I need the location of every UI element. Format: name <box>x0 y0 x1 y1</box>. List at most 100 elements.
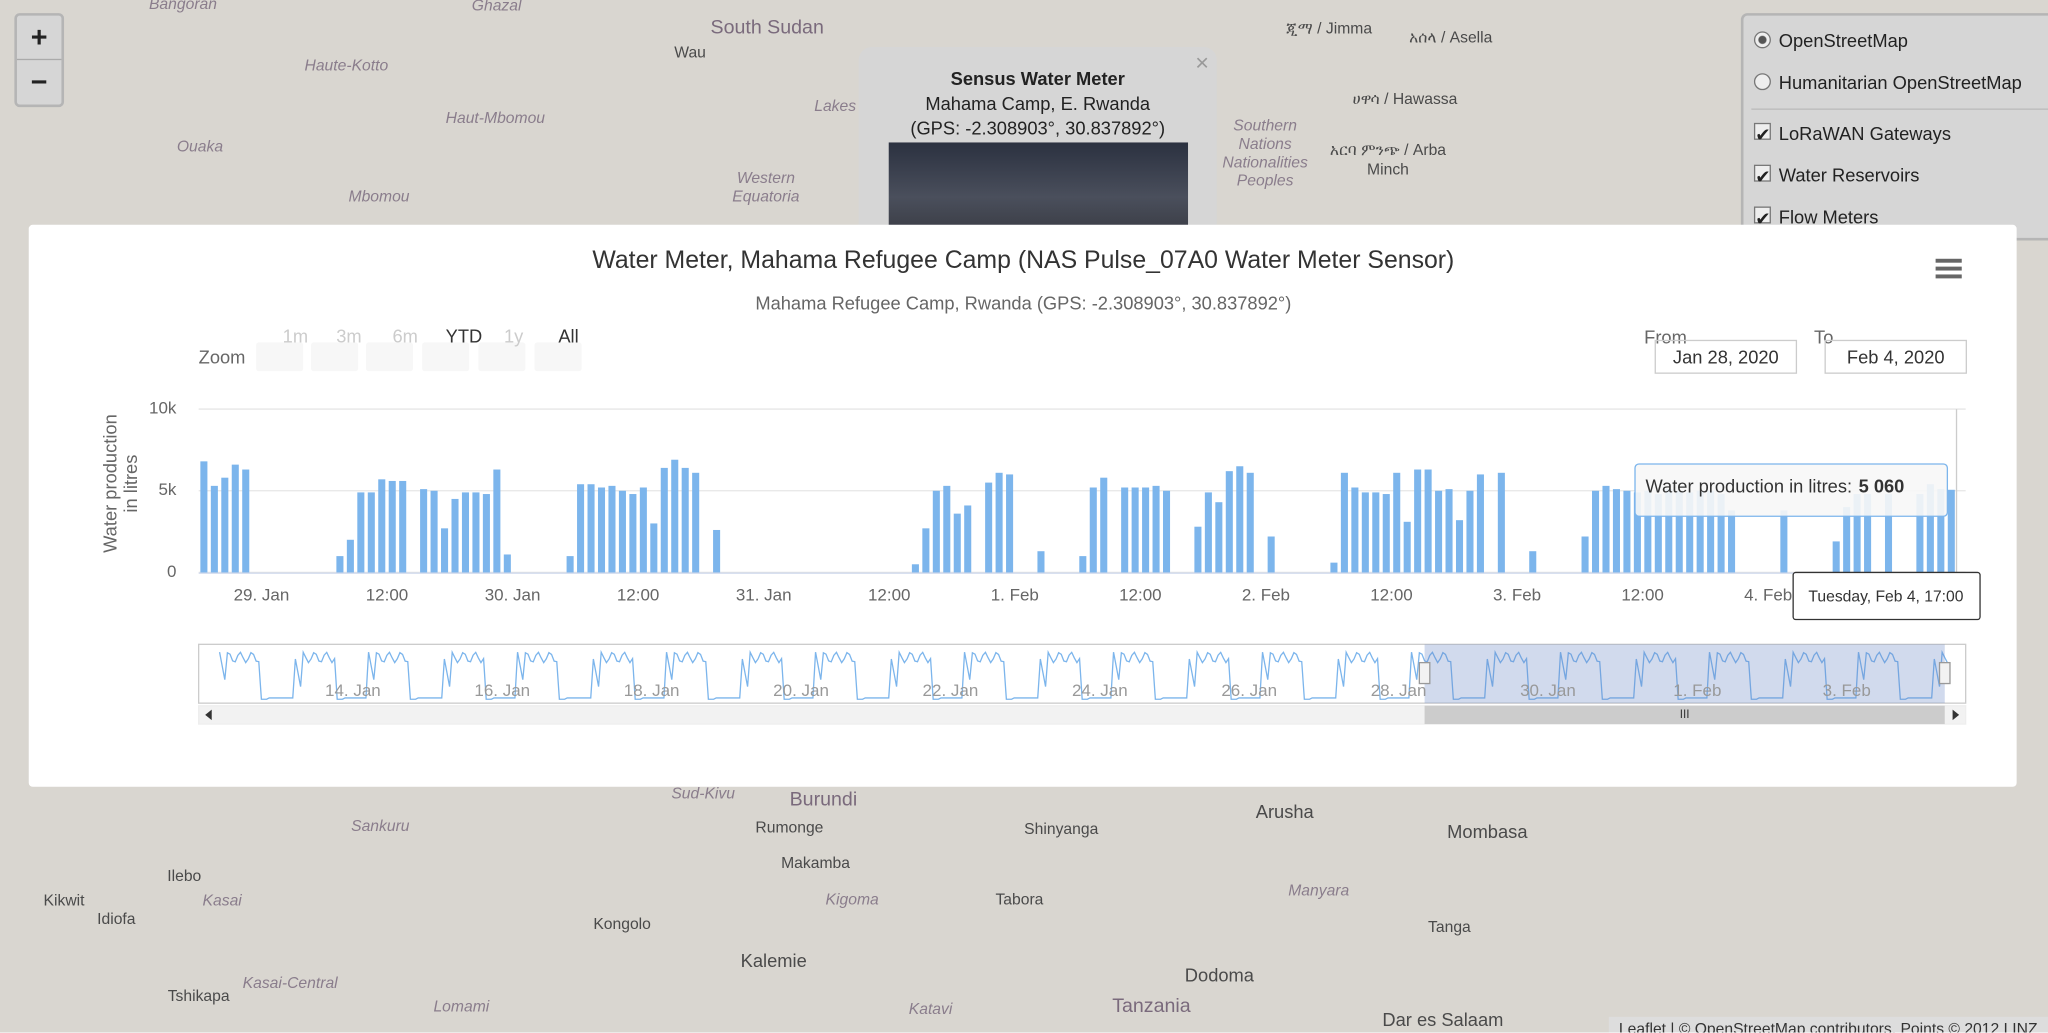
bar <box>1330 562 1338 573</box>
navigator-handle[interactable] <box>1418 661 1431 685</box>
x-tick-label: 12:00 <box>868 585 911 604</box>
bar <box>1131 487 1139 573</box>
bar <box>1382 494 1390 573</box>
bar <box>1424 469 1432 573</box>
bar <box>1414 469 1422 573</box>
map-label: Burundi <box>789 788 858 811</box>
map-label: Tshikapa <box>167 986 230 1006</box>
bar <box>1445 489 1453 573</box>
range-button[interactable] <box>478 342 526 372</box>
bar <box>1947 489 1955 573</box>
bar <box>1215 502 1223 573</box>
navigator-handle[interactable] <box>1938 661 1951 685</box>
map-label: Tabora <box>995 890 1044 909</box>
bar <box>1361 492 1369 573</box>
map-label: Dodoma <box>1184 964 1254 986</box>
x-tick-label: 12:00 <box>366 585 409 604</box>
range-button[interactable] <box>534 342 582 372</box>
map-label: Wau <box>674 43 706 62</box>
bar <box>1152 485 1160 573</box>
map-label: Mombasa <box>1447 820 1528 842</box>
overlay-option[interactable]: ✔ Flow Meters <box>1753 206 1879 229</box>
y-tick-label: 0 <box>167 562 176 581</box>
map-label: Haute-Kotto <box>304 56 389 75</box>
y-axis-title: Water production in litres <box>99 414 142 553</box>
tooltip-value: 5 060 <box>1859 475 1905 496</box>
tooltip-text: Water production in litres: 5 060 <box>1645 475 1904 496</box>
layer-option[interactable]: Humanitarian OpenStreetMap <box>1753 71 2022 93</box>
navigator-label: 18. Jan <box>624 681 680 700</box>
bar <box>430 490 438 573</box>
map-label: Kikwit <box>43 891 85 910</box>
range-button[interactable] <box>422 342 470 372</box>
range-button[interactable] <box>311 342 359 372</box>
range-button[interactable] <box>365 342 413 372</box>
bar <box>1497 472 1505 573</box>
bar <box>503 554 511 573</box>
map-label: Makamba <box>781 853 850 872</box>
bar <box>1204 492 1212 573</box>
bar <box>671 459 679 573</box>
navigator-label: 20. Jan <box>773 681 829 700</box>
menu-button[interactable] <box>1935 258 1962 279</box>
bar <box>1937 489 1945 573</box>
zoom-out[interactable]: − <box>16 58 62 103</box>
bar <box>1864 494 1872 573</box>
bar <box>1006 474 1014 573</box>
bar <box>1780 510 1788 573</box>
bar <box>1079 556 1087 573</box>
bar <box>461 492 470 573</box>
range-button-label: YTD <box>445 325 483 347</box>
x-tick-label: 2. Feb <box>1242 585 1290 604</box>
map-label: Dar es Salaam <box>1382 1008 1504 1030</box>
bar <box>1696 490 1704 573</box>
map-label: Kasai <box>202 891 242 910</box>
to-input[interactable]: Feb 4, 2020 <box>1824 339 1967 374</box>
overlay-option[interactable]: ✔ LoRaWAN Gateways <box>1753 122 1951 146</box>
range-button-label: 6m <box>392 325 418 347</box>
navigator-label: 28. Jan <box>1371 681 1427 700</box>
x-tick-label: 12:00 <box>1621 585 1664 604</box>
to-label: To <box>1814 326 1834 348</box>
bar <box>943 485 951 573</box>
popup-close[interactable]: × <box>1195 49 1209 76</box>
navigator-label: 30. Jan <box>1520 681 1576 700</box>
y-tick-label: 10k <box>149 399 177 418</box>
bar <box>1089 487 1097 573</box>
map-label: Southern Nations Nationalities Peoples <box>1222 116 1308 190</box>
bar <box>1884 494 1893 573</box>
map-label: Tanzania <box>1112 995 1191 1018</box>
scroll-left <box>205 709 212 721</box>
from-input[interactable]: Jan 28, 2020 <box>1654 339 1798 374</box>
bar <box>692 472 700 573</box>
bar <box>713 529 721 573</box>
map-label: ጂማ / Jimma <box>1286 18 1373 38</box>
map-label: Sud-Kivu <box>671 784 735 803</box>
bar <box>629 494 637 573</box>
zoom-label: Zoom <box>198 346 246 368</box>
range-button[interactable] <box>256 342 304 372</box>
bar <box>1644 490 1652 573</box>
zoom-control: + − <box>14 13 65 108</box>
map-label: Ilebo <box>167 866 202 885</box>
layer-label: Humanitarian OpenStreetMap <box>1778 71 2022 93</box>
zoom-in[interactable]: + <box>30 20 48 54</box>
map-label: Arusha <box>1255 801 1314 823</box>
bar <box>1832 541 1840 573</box>
bar <box>1466 490 1474 573</box>
overlay-option[interactable]: ✔ Water Reservoirs <box>1753 164 1920 187</box>
x-label-box <box>1792 571 1981 621</box>
bar <box>357 492 365 573</box>
chart-modal: Water Meter, Mahama Refugee Camp (NAS Pu… <box>28 224 2017 787</box>
bar <box>1654 494 1662 573</box>
bar <box>922 528 930 573</box>
scroll-right <box>1952 709 1960 721</box>
bar <box>1246 472 1254 573</box>
map-label: Shinyanga <box>1024 819 1099 838</box>
bar <box>1194 526 1202 573</box>
overlay-label: LoRaWAN Gateways <box>1778 122 1951 144</box>
layer-option[interactable]: OpenStreetMap <box>1753 30 1908 51</box>
bar <box>1476 474 1484 573</box>
scrollbar-thumb <box>1424 705 1945 725</box>
